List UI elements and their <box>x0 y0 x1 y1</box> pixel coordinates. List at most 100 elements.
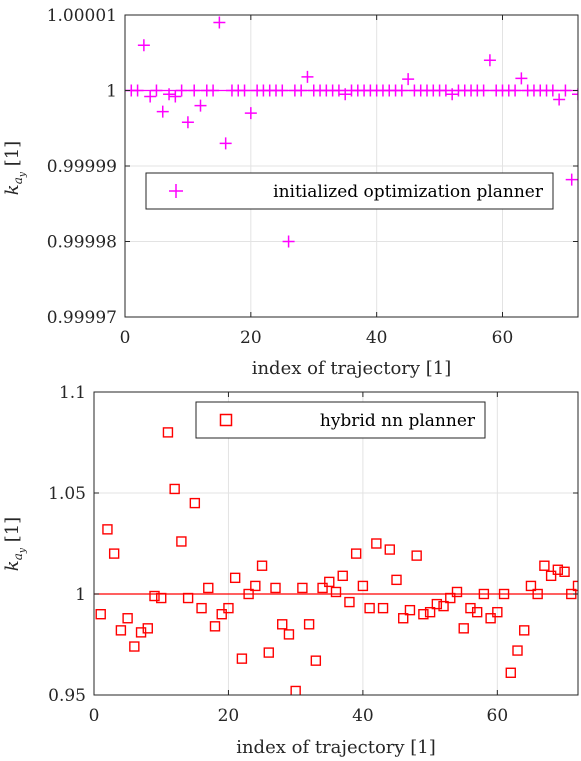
data-point-plus <box>477 84 490 97</box>
x-tick-label: 40 <box>366 328 388 348</box>
legend: initialized optimization planner <box>145 172 554 210</box>
data-point-plus <box>282 235 295 248</box>
data-point-plus <box>213 16 226 29</box>
y-axis-unit: [1] <box>2 141 23 172</box>
data-point-plus <box>194 99 207 112</box>
y-axis-subsubscript: y <box>18 547 28 554</box>
data-point-square <box>337 570 348 582</box>
y-axis-symbol: k <box>2 184 23 195</box>
y-axis-label: kay [1] <box>2 141 28 195</box>
data-point-square <box>391 574 402 586</box>
data-point-square <box>95 609 106 620</box>
data-point-square <box>458 623 469 634</box>
data-point-plus <box>144 90 157 103</box>
data-point-square <box>572 580 578 592</box>
data-point-square <box>189 497 201 509</box>
y-tick-label: 1 <box>106 82 117 102</box>
data-point-square <box>283 629 295 640</box>
data-point-plus <box>137 39 150 52</box>
data-point-square <box>310 655 322 666</box>
y-tick-label: 1 <box>75 585 86 605</box>
data-point-square <box>297 582 308 594</box>
data-point-square <box>149 590 160 602</box>
data-point-plus <box>339 88 352 101</box>
data-point-square <box>357 580 369 592</box>
data-point-square <box>250 580 261 592</box>
data-point-square <box>290 685 301 695</box>
data-point-plus <box>163 88 176 101</box>
x-tick-label: 20 <box>218 706 240 726</box>
data-point-plus <box>559 84 572 97</box>
data-point-plus <box>509 84 522 97</box>
data-point-square <box>176 536 187 547</box>
y-axis-label: kay [1] <box>2 517 28 571</box>
legend-marker-square <box>219 413 233 427</box>
y-tick-label: 1.00001 <box>47 6 117 26</box>
data-point-plus <box>295 84 308 97</box>
y-tick-label: 0.99998 <box>47 233 117 253</box>
data-point-square <box>209 621 221 632</box>
legend-label: hybrid nn planner <box>320 411 476 431</box>
data-point-plus <box>150 84 163 97</box>
data-point-square <box>525 580 537 592</box>
data-point-square <box>216 609 227 620</box>
x-tick-label: 0 <box>120 328 131 348</box>
y-axis-unit: [1] <box>2 517 23 548</box>
data-point-square <box>256 560 268 571</box>
data-point-square <box>350 548 362 559</box>
data-point-plus <box>301 70 314 83</box>
data-point-square <box>317 582 328 594</box>
data-point-square <box>263 647 274 658</box>
data-point-square <box>498 588 510 600</box>
data-point-square <box>404 604 416 616</box>
data-point-square <box>411 550 422 561</box>
data-point-square <box>344 596 355 608</box>
data-point-square <box>102 524 113 535</box>
data-point-plus <box>332 84 345 97</box>
data-point-square <box>223 602 234 614</box>
x-tick-label: 60 <box>487 706 509 726</box>
data-point-square <box>471 606 483 618</box>
data-point-plus <box>483 54 496 67</box>
x-axis-label: index of trajectory [1] <box>252 358 452 379</box>
data-point-square <box>384 544 395 555</box>
data-point-square <box>492 606 503 618</box>
data-point-square <box>431 598 443 610</box>
legend-label: initialized optimization planner <box>273 182 544 202</box>
y-axis-subsubscript: y <box>18 171 28 178</box>
data-point-square <box>478 588 490 600</box>
data-point-square <box>108 548 120 559</box>
y-axis-subscript: a <box>11 177 25 184</box>
y-tick-label: 1.05 <box>48 484 86 504</box>
plot-content <box>125 16 578 248</box>
data-point-square <box>512 645 523 656</box>
data-point-plus <box>181 116 194 129</box>
data-point-square <box>270 582 281 594</box>
data-point-plus <box>175 84 188 97</box>
data-point-plus <box>207 84 220 97</box>
data-point-square <box>539 560 550 571</box>
data-point-square <box>505 667 516 678</box>
data-point-square <box>398 613 409 624</box>
data-point-square <box>142 623 153 634</box>
x-axis-label: index of trajectory [1] <box>236 737 436 758</box>
plot-content <box>94 427 578 695</box>
data-point-plus <box>219 137 232 150</box>
y-axis-symbol: k <box>2 560 23 571</box>
data-point-square <box>438 600 449 612</box>
data-point-square <box>182 592 194 604</box>
data-point-square <box>162 427 174 438</box>
data-point-plus <box>553 93 566 106</box>
data-point-square <box>519 625 530 636</box>
x-tick-label: 20 <box>240 328 262 348</box>
data-point-square <box>377 602 389 614</box>
data-point-plus <box>446 88 459 101</box>
data-point-plus <box>565 173 578 186</box>
data-point-square <box>451 586 463 598</box>
x-tick-label: 60 <box>492 328 514 348</box>
axes-box <box>93 391 579 696</box>
chart-initialized-optimization: 0 20 40 60 0.99997 0.99998 0.99999 1 1.00001 inde… <box>2 6 579 379</box>
data-point-square <box>559 566 570 577</box>
data-point-square <box>424 606 436 618</box>
